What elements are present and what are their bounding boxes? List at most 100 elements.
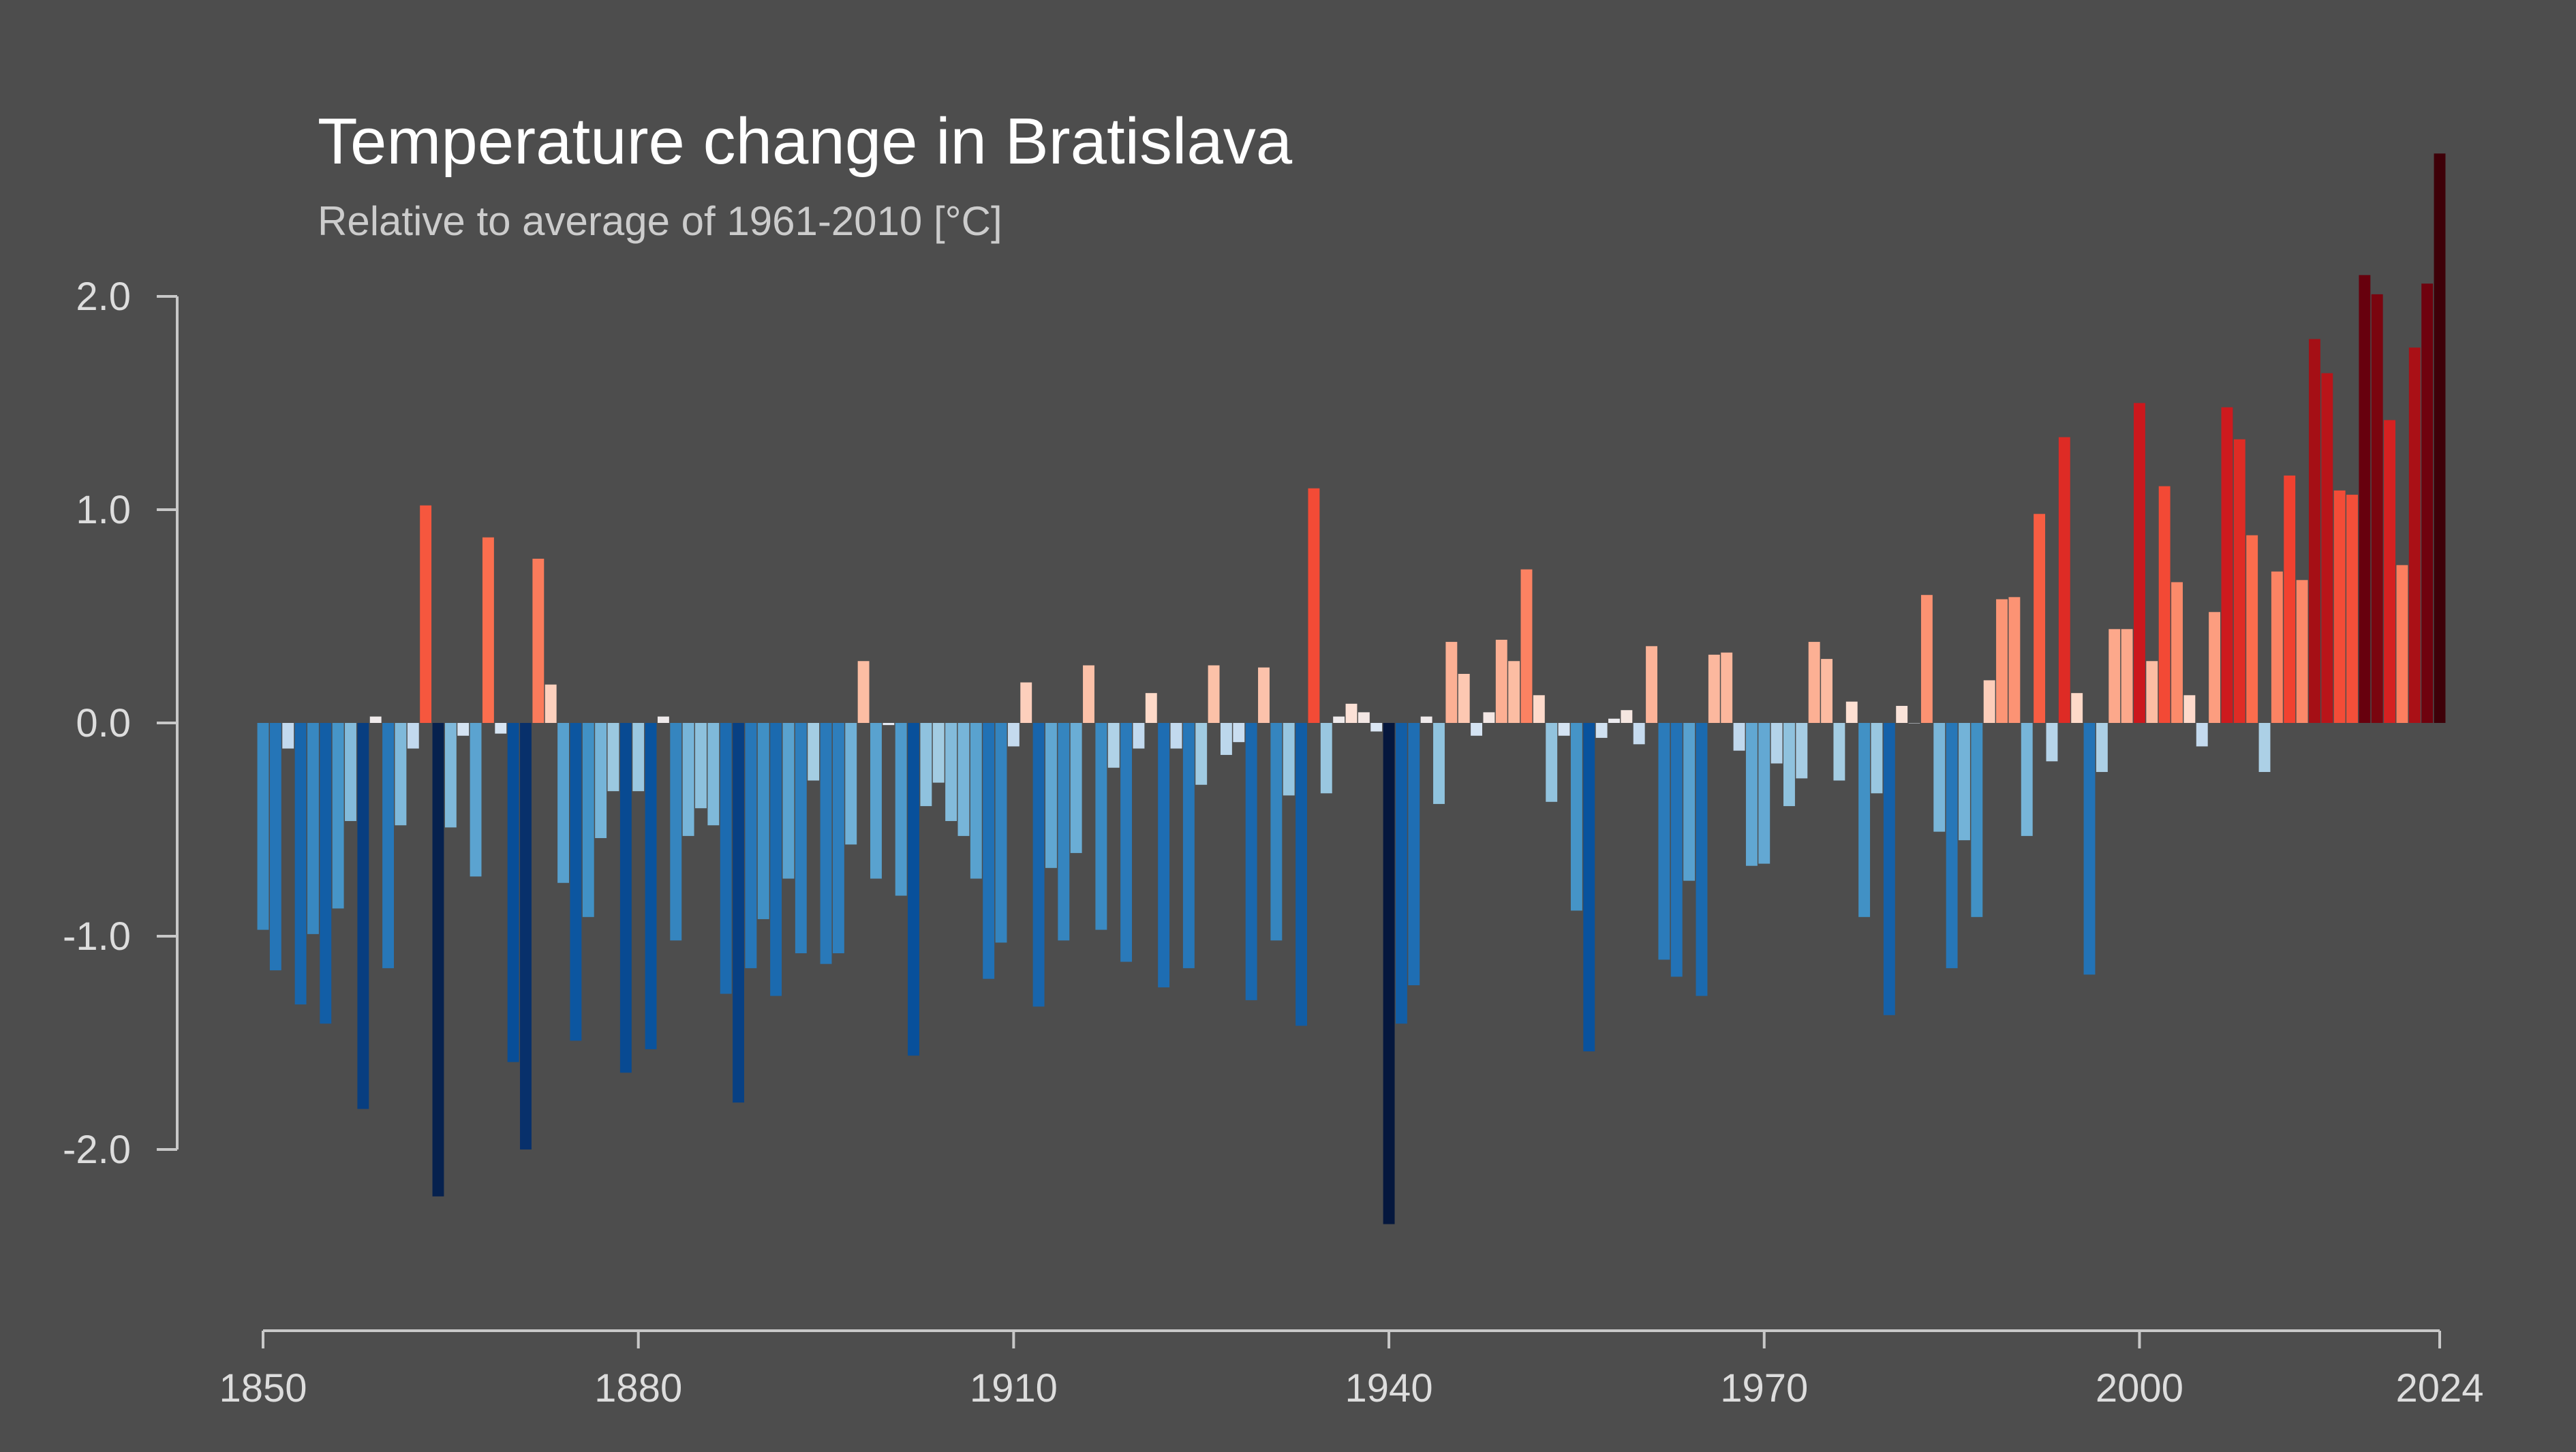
bar-1989 xyxy=(1996,599,2008,723)
bar-1994 xyxy=(2058,437,2070,723)
bar-1956 xyxy=(1583,723,1595,1052)
bar-1999 xyxy=(2121,629,2133,723)
bar-1907 xyxy=(970,723,982,879)
bar-1921 xyxy=(1145,693,1157,723)
bar-1966 xyxy=(1708,654,1720,723)
bar-2009 xyxy=(2246,535,2258,723)
bar-1975 xyxy=(1821,659,1833,723)
bar-1930 xyxy=(1258,667,1270,723)
bar-2011 xyxy=(2271,571,2283,723)
bar-1984 xyxy=(1933,723,1946,832)
bar-2003 xyxy=(2171,582,2183,723)
bar-1986 xyxy=(1959,723,1970,841)
bar-1965 xyxy=(1696,723,1708,996)
bar-1993 xyxy=(2046,723,2058,762)
bar-1893 xyxy=(795,723,807,954)
bar-1865 xyxy=(444,723,457,828)
bar-1858 xyxy=(357,723,369,1109)
x-tick-label: 1970 xyxy=(1720,1366,1808,1410)
x-tick-label: 2024 xyxy=(2395,1366,2483,1410)
x-axis: 1850 1880 1910 1940 1970 2000 2024 xyxy=(219,1329,2484,1410)
bar-1852 xyxy=(282,723,294,749)
bar-2006 xyxy=(2209,612,2221,723)
bar-1960 xyxy=(1633,723,1645,745)
x-tick-label: 1910 xyxy=(970,1366,1058,1410)
bar-1983 xyxy=(1920,595,1933,723)
bar-1873 xyxy=(545,684,557,723)
bar-1941 xyxy=(1395,723,1407,1024)
bar-1853 xyxy=(294,723,307,1005)
bar-1864 xyxy=(432,723,444,1196)
bar-1976 xyxy=(1833,723,1845,781)
bar-1945 xyxy=(1445,642,1458,723)
bar-1915 xyxy=(1070,723,1082,853)
bar-1876 xyxy=(582,723,594,917)
bar-1892 xyxy=(782,723,795,879)
bar-1937 xyxy=(1345,703,1358,723)
bar-1861 xyxy=(395,723,407,826)
bar-1868 xyxy=(482,537,494,723)
bar-1940 xyxy=(1383,723,1395,1224)
bar-1990 xyxy=(2008,597,2021,723)
y-tick-label: 1.0 xyxy=(76,488,131,532)
y-tick-label: 0.0 xyxy=(76,701,131,745)
bar-1871 xyxy=(520,723,532,1149)
bar-1938 xyxy=(1358,712,1370,723)
bar-1924 xyxy=(1182,723,1195,968)
bar-1973 xyxy=(1796,723,1808,779)
bar-2015 xyxy=(2321,373,2333,723)
bar-1977 xyxy=(1845,701,1858,723)
bar-1889 xyxy=(745,723,757,968)
bar-1896 xyxy=(832,723,844,954)
x-tick-label: 1850 xyxy=(219,1366,307,1410)
bar-1991 xyxy=(2021,723,2033,836)
bar-2004 xyxy=(2183,695,2196,723)
bar-1910 xyxy=(1007,723,1019,747)
bar-1920 xyxy=(1133,723,1145,749)
bar-1971 xyxy=(1770,723,1783,764)
y-axis: 2.0 1.0 0.0 -1.0 -2.0 xyxy=(63,275,179,1172)
bar-1916 xyxy=(1083,665,1094,723)
bar-1958 xyxy=(1608,718,1620,723)
bar-1870 xyxy=(507,723,519,1062)
chart-subtitle: Relative to average of 1961-2010 [°C] xyxy=(318,198,1002,244)
bar-2012 xyxy=(2284,475,2296,723)
bar-1929 xyxy=(1245,723,1257,1000)
bar-1923 xyxy=(1170,723,1182,749)
bar-1859 xyxy=(369,716,382,723)
bar-1909 xyxy=(995,723,1007,943)
bar-1946 xyxy=(1458,674,1470,723)
bar-1939 xyxy=(1370,723,1383,732)
bar-1936 xyxy=(1333,716,1345,723)
bar-1862 xyxy=(407,723,419,749)
bar-1981 xyxy=(1896,705,1908,723)
bar-1925 xyxy=(1195,723,1208,785)
y-tick-label: -2.0 xyxy=(63,1128,131,1172)
bar-1935 xyxy=(1320,723,1332,794)
bar-1899 xyxy=(870,723,882,879)
bar-1851 xyxy=(269,723,281,971)
bar-2016 xyxy=(2333,490,2346,723)
bar-1888 xyxy=(733,723,744,1103)
bar-1968 xyxy=(1733,723,1745,751)
bar-1970 xyxy=(1758,723,1770,864)
bar-2022 xyxy=(2408,347,2421,723)
bar-1959 xyxy=(1621,710,1633,723)
bar-2014 xyxy=(2308,339,2320,724)
bar-1890 xyxy=(757,723,769,919)
bar-1886 xyxy=(707,723,720,826)
bar-1914 xyxy=(1058,723,1070,941)
bar-1954 xyxy=(1558,723,1570,736)
bar-1927 xyxy=(1220,723,1232,755)
bar-1891 xyxy=(770,723,782,996)
bar-1944 xyxy=(1433,723,1445,804)
bar-1953 xyxy=(1546,723,1558,802)
bar-2007 xyxy=(2221,407,2233,723)
bar-1928 xyxy=(1233,723,1245,743)
bar-1922 xyxy=(1158,723,1170,988)
bar-1877 xyxy=(595,723,607,839)
bar-2008 xyxy=(2233,439,2245,723)
bar-1904 xyxy=(932,723,945,783)
bar-1943 xyxy=(1420,716,1432,723)
